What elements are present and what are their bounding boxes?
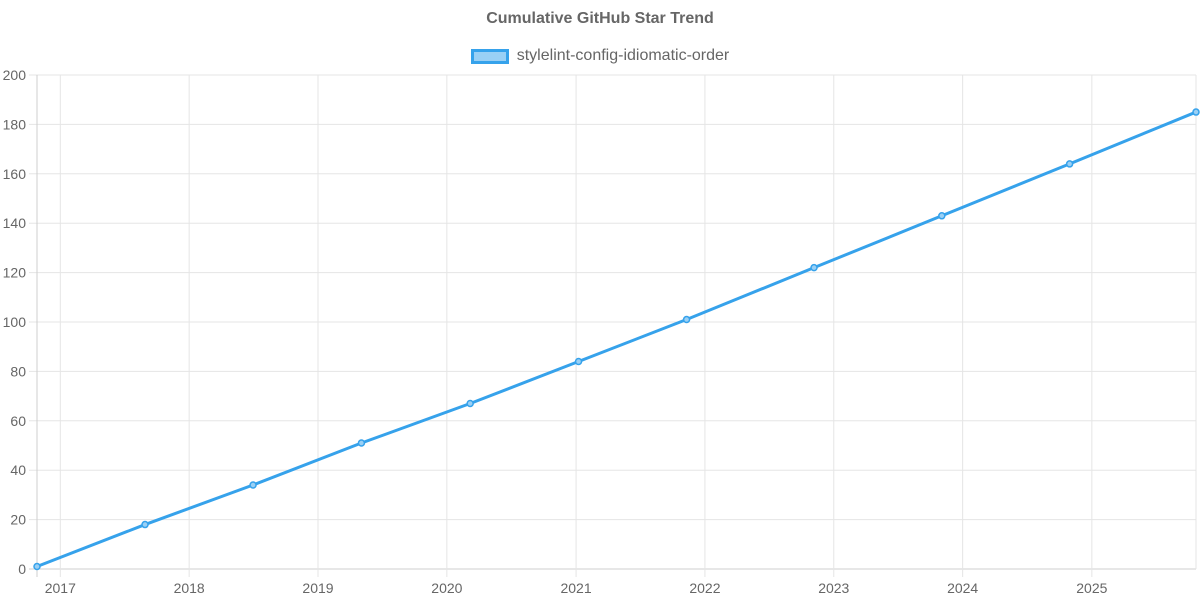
x-tick-label: 2022 <box>689 580 720 596</box>
data-point <box>249 481 257 489</box>
y-tick-label: 100 <box>3 314 27 330</box>
x-tick-label: 2017 <box>45 580 76 596</box>
data-point <box>574 357 583 366</box>
legend-label[interactable]: stylelint-config-idiomatic-order <box>516 47 730 64</box>
y-tick-label: 180 <box>3 116 27 132</box>
series-line <box>36 110 1197 568</box>
y-tick-label: 40 <box>10 462 26 478</box>
data-point <box>810 263 818 272</box>
data-point <box>1065 160 1074 168</box>
data-point <box>938 212 946 220</box>
x-tick-label: 2023 <box>818 580 849 596</box>
legend-swatch[interactable] <box>470 48 509 64</box>
data-point <box>682 315 691 324</box>
y-tick-label: 0 <box>18 561 26 577</box>
data-point <box>33 562 41 571</box>
y-tick-label: 60 <box>10 413 26 429</box>
data-point <box>357 439 366 447</box>
y-tick-label: 80 <box>10 363 26 379</box>
x-tick-label: 2024 <box>947 580 978 596</box>
y-tick-label: 120 <box>3 265 27 281</box>
y-tick-label: 140 <box>3 215 27 231</box>
x-tick-label: 2021 <box>560 580 591 596</box>
x-tick-label: 2018 <box>174 580 205 596</box>
data-point <box>466 399 474 408</box>
x-tick-label: 2025 <box>1076 580 1107 596</box>
legend: stylelint-config-idiomatic-order <box>0 47 1200 65</box>
x-tick-label: 2020 <box>431 580 462 596</box>
x-tick-label: 2019 <box>302 580 333 596</box>
data-point <box>1192 108 1200 116</box>
y-tick-label: 160 <box>3 166 27 182</box>
chart-title: Cumulative GitHub Star Trend <box>486 10 714 27</box>
data-point <box>141 520 149 529</box>
y-tick-label: 20 <box>10 512 26 528</box>
y-tick-label: 200 <box>3 67 27 83</box>
